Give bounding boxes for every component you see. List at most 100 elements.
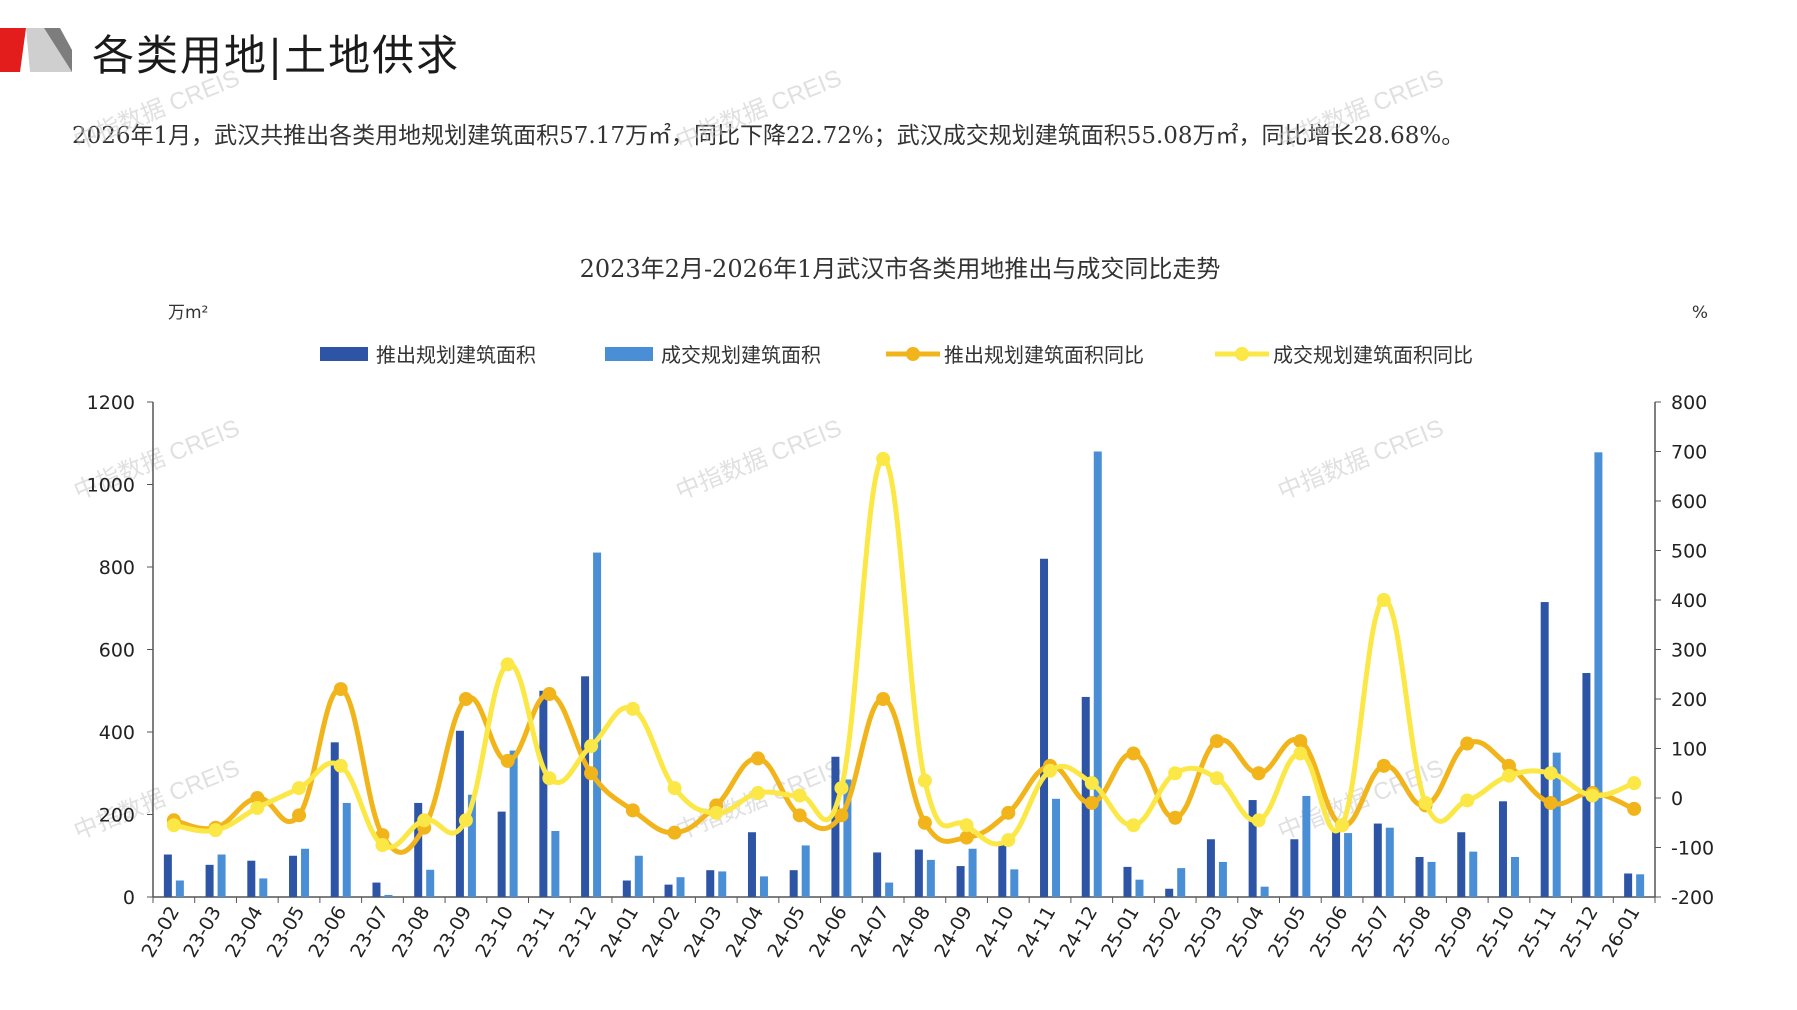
bar-deal <box>1177 868 1186 897</box>
x-tick-label: 25-03 <box>1181 903 1228 962</box>
x-tick-label: 24-11 <box>1014 903 1061 962</box>
point-supply-yoy <box>1376 758 1391 773</box>
bar-deal <box>259 878 268 897</box>
point-deal-yoy <box>834 781 849 796</box>
point-supply-yoy <box>667 825 682 840</box>
bar-deal <box>467 794 476 897</box>
point-deal-yoy <box>1293 746 1308 761</box>
x-tick-label: 26-01 <box>1598 903 1645 962</box>
point-deal-yoy <box>166 818 181 833</box>
point-deal-yoy <box>1043 763 1058 778</box>
watermark: 中指数据 CREIS <box>672 755 845 846</box>
point-deal-yoy <box>1001 833 1016 848</box>
point-supply-yoy <box>959 830 974 845</box>
bar-supply <box>330 742 339 897</box>
point-supply-yoy <box>750 751 765 766</box>
point-deal-yoy <box>625 701 640 716</box>
bar-supply <box>247 860 256 897</box>
bar-deal <box>1427 861 1436 897</box>
section-title: 各类用地|土地供求 <box>92 31 461 80</box>
point-deal-yoy <box>667 781 682 796</box>
bar-supply <box>1415 856 1424 897</box>
x-tick-label: 23-02 <box>138 903 185 962</box>
x-tick-label: 24-08 <box>889 903 936 962</box>
bar-supply <box>747 832 756 897</box>
y-right-tick-label: 600 <box>1671 491 1707 513</box>
x-tick-label: 24-03 <box>680 903 727 962</box>
logo-red-block <box>0 28 26 72</box>
bar-supply <box>789 870 798 897</box>
bar-deal <box>1510 856 1519 897</box>
bar-deal <box>1302 795 1311 897</box>
bar-deal <box>217 854 226 897</box>
bar-supply <box>1624 873 1633 897</box>
bar-supply <box>289 855 298 897</box>
y-left-tick-label: 600 <box>99 640 135 662</box>
bar-deal <box>384 894 393 897</box>
y-right-unit: % <box>1692 303 1708 323</box>
y-left-tick-label: 0 <box>123 887 135 909</box>
y-right-tick-label: 200 <box>1671 689 1707 711</box>
point-supply-yoy <box>1209 734 1224 749</box>
legend-swatch-0 <box>320 347 368 361</box>
legend-label-2: 推出规划建筑面积同比 <box>944 343 1144 367</box>
legend-label-1: 成交规划建筑面积 <box>661 343 821 367</box>
y-right-tick-label: 500 <box>1671 541 1707 563</box>
bar-supply <box>1332 828 1341 897</box>
y-left-tick-label: 400 <box>99 722 135 744</box>
point-supply-yoy <box>876 692 891 706</box>
bar-deal <box>1636 874 1645 897</box>
point-deal-yoy <box>1126 818 1141 833</box>
point-supply-yoy <box>792 808 807 823</box>
bar-deal <box>426 869 435 897</box>
bar-supply <box>706 870 715 897</box>
point-supply-yoy <box>1293 734 1308 749</box>
point-supply-yoy <box>1126 746 1141 761</box>
watermark: 中指数据 CREIS <box>1274 65 1447 156</box>
point-deal-yoy <box>208 823 223 838</box>
legend-swatch-1 <box>605 347 653 361</box>
point-supply-yoy <box>292 808 307 823</box>
point-deal-yoy <box>876 451 891 466</box>
point-deal-yoy <box>1627 776 1642 791</box>
point-deal-yoy <box>333 758 348 773</box>
point-deal-yoy <box>709 805 724 820</box>
bar-deal <box>1260 886 1269 897</box>
y-left-tick-label: 800 <box>99 557 135 579</box>
bar-deal <box>676 877 685 897</box>
bar-deal <box>759 876 768 897</box>
bar-deal <box>1218 861 1227 897</box>
bar-deal <box>885 882 894 897</box>
logo-gray-block <box>26 28 72 72</box>
bar-deal <box>968 848 977 897</box>
point-deal-yoy <box>1585 788 1600 803</box>
bar-supply <box>1582 673 1591 897</box>
bar-supply <box>1373 823 1382 897</box>
x-tick-label: 23-08 <box>388 903 435 962</box>
point-deal-yoy <box>292 781 307 796</box>
bar-deal <box>301 848 310 897</box>
x-tick-label: 24-07 <box>847 903 894 962</box>
bar-deal <box>1552 752 1561 897</box>
x-tick-label: 25-05 <box>1264 903 1311 962</box>
x-tick-label: 23-06 <box>304 903 351 962</box>
y-left-unit: 万m² <box>168 303 208 323</box>
legend-marker-3 <box>1235 347 1249 361</box>
bar-deal <box>843 779 852 897</box>
legend-label-0: 推出规划建筑面积 <box>376 343 536 367</box>
bar-supply <box>1248 800 1257 897</box>
bar-supply <box>414 802 423 897</box>
bar-supply <box>539 690 548 897</box>
x-tick-label: 25-02 <box>1139 903 1186 962</box>
watermark: 中指数据 CREIS <box>70 65 243 156</box>
point-supply-yoy <box>1084 795 1099 810</box>
point-deal-yoy <box>792 788 807 803</box>
x-tick-label: 24-02 <box>638 903 685 962</box>
point-supply-yoy <box>834 808 849 823</box>
point-supply-yoy <box>1001 805 1016 820</box>
bar-deal <box>1052 798 1061 897</box>
bar-deal <box>175 880 184 897</box>
point-deal-yoy <box>1209 771 1224 786</box>
point-deal-yoy <box>1501 768 1516 783</box>
